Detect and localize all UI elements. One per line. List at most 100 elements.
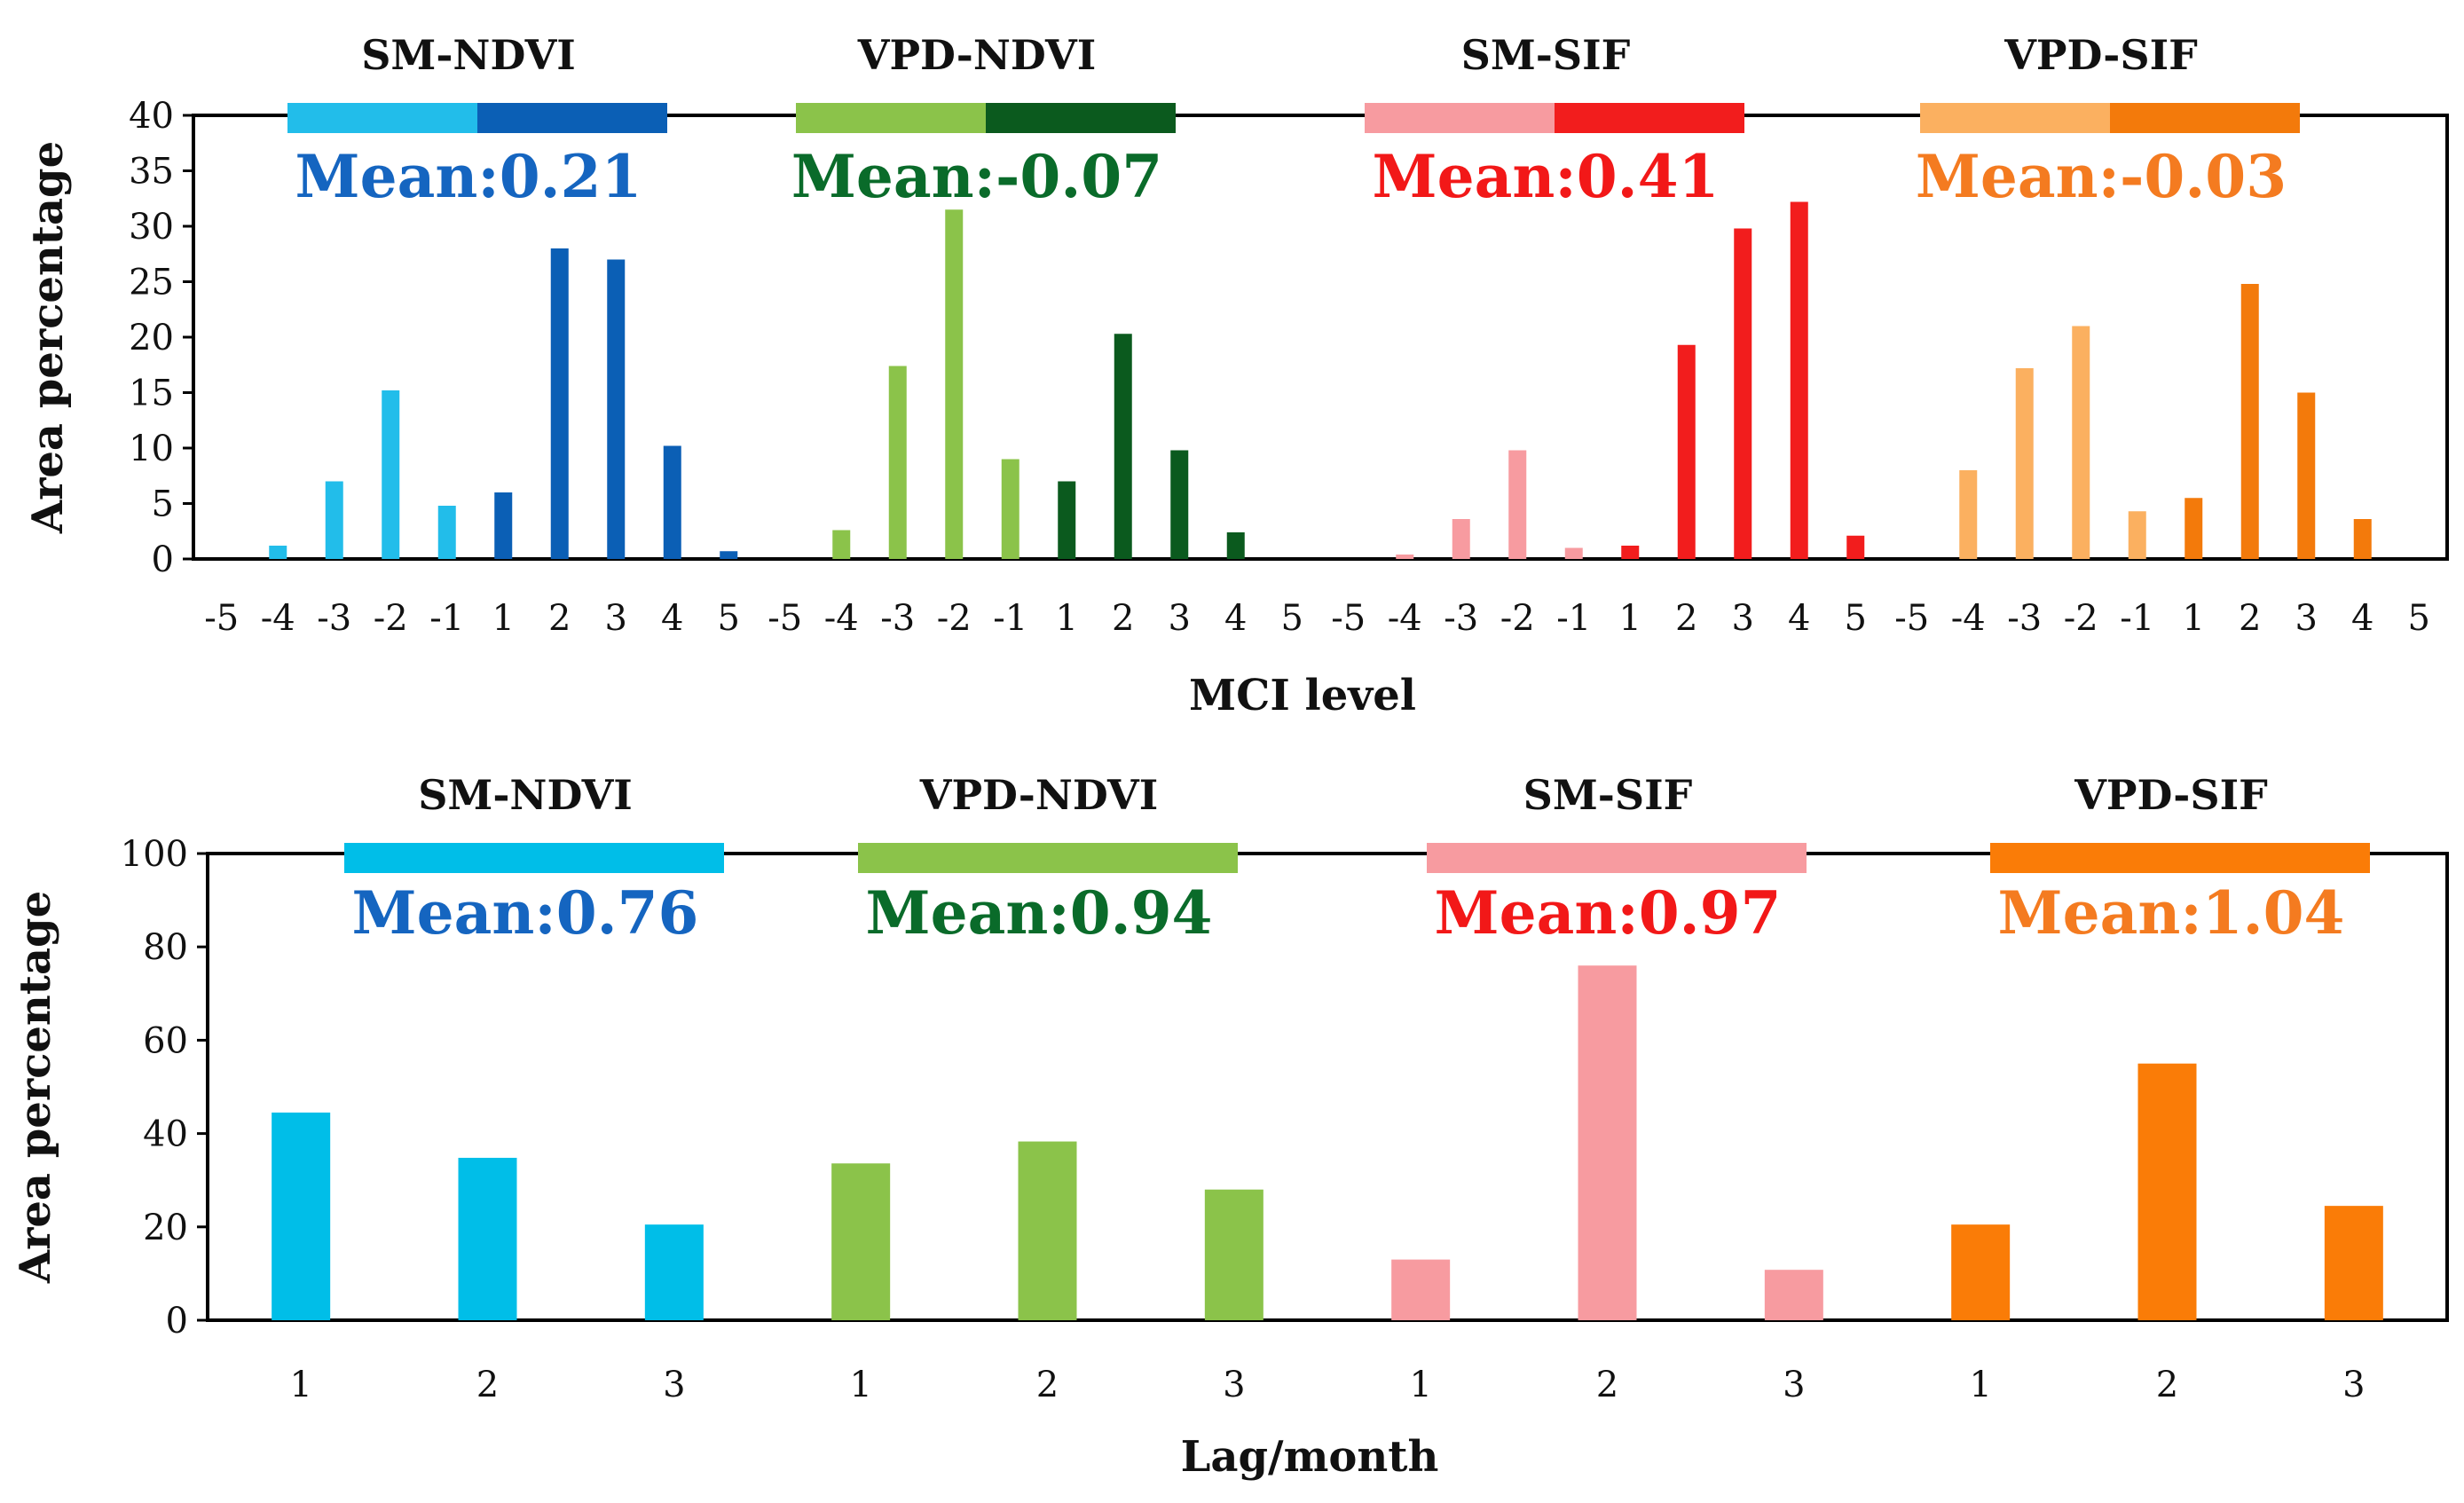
bar: [1677, 344, 1696, 559]
y-tick-label: 15: [129, 374, 174, 414]
x-axis-label: Lag/month: [1181, 1432, 1439, 1482]
group-title: SM-NDVI: [361, 31, 576, 79]
bar: [494, 492, 513, 559]
x-tick-label: -5: [768, 598, 802, 639]
legend-strip: [1990, 843, 2370, 873]
legend-strip-negative: [1365, 103, 1555, 133]
plot-frame: [206, 852, 2449, 1322]
x-tick-label: -3: [2007, 598, 2042, 639]
mean-label: Mean:1.04: [1998, 878, 2345, 948]
x-tick-label: -5: [1331, 598, 1366, 639]
legend-strip-positive: [2110, 103, 2300, 133]
x-tick-label: 1: [1619, 598, 1641, 639]
x-tick-label: 5: [2408, 598, 2430, 639]
group-title: SM-SIF: [1461, 31, 1631, 79]
bar: [2137, 1063, 2197, 1320]
y-tick-label: 80: [143, 927, 188, 968]
y-tick-label: 40: [129, 96, 174, 137]
bar: [437, 506, 456, 559]
bar: [720, 551, 738, 559]
mean-label: Mean:0.97: [1435, 878, 1782, 948]
x-tick-label: -2: [2064, 598, 2098, 639]
bar: [663, 445, 681, 559]
x-tick-label: 1: [1409, 1365, 1431, 1405]
x-tick-label: 1: [492, 598, 515, 639]
bar: [2072, 326, 2090, 559]
bar: [382, 390, 400, 559]
bar: [1396, 555, 1414, 559]
bar: [1564, 547, 1583, 559]
x-tick-label: 1: [849, 1365, 871, 1405]
bar: [1204, 1189, 1263, 1320]
bar: [550, 248, 569, 559]
x-tick-label: 5: [718, 598, 740, 639]
bar: [1058, 481, 1076, 559]
group-title: SM-SIF: [1523, 771, 1693, 819]
x-tick-label: -4: [824, 598, 859, 639]
bar: [831, 1163, 891, 1320]
x-tick-label: -4: [1951, 598, 1986, 639]
x-tick-label: 5: [1845, 598, 1867, 639]
y-tick-label: 40: [143, 1114, 188, 1155]
bar: [1001, 459, 1019, 559]
x-tick-label: 3: [1169, 598, 1191, 639]
legend-strip: [1427, 843, 1807, 873]
y-axis-label: Area percentage: [11, 891, 60, 1284]
bar: [1734, 228, 1752, 559]
mean-label: Mean:-0.07: [791, 142, 1162, 211]
legend-strip-positive: [477, 103, 667, 133]
x-tick-label: 2: [1596, 1365, 1618, 1405]
x-tick-label: 1: [2183, 598, 2205, 639]
x-tick-label: -4: [1388, 598, 1422, 639]
bar: [325, 481, 343, 559]
x-tick-label: 3: [2342, 1365, 2365, 1405]
y-axis-label: Area percentage: [23, 141, 73, 534]
x-tick-label: 2: [1675, 598, 1697, 639]
mean-label: Mean:0.41: [1373, 142, 1720, 211]
bar: [1018, 1141, 1077, 1320]
bar: [945, 209, 964, 559]
mean-label: Mean:0.94: [866, 878, 1213, 948]
x-tick-label: -5: [1894, 598, 1929, 639]
legend-strip-positive: [1555, 103, 1744, 133]
legend-strip: [344, 843, 724, 873]
x-tick-label: 3: [1783, 1365, 1805, 1405]
bar: [644, 1224, 704, 1320]
x-tick-label: 2: [476, 1365, 499, 1405]
x-tick-label: -5: [204, 598, 239, 639]
bar: [1621, 546, 1640, 559]
y-tick-label: 0: [166, 1301, 188, 1342]
bar: [2324, 1206, 2383, 1320]
bar: [607, 259, 626, 559]
bar: [1790, 201, 1808, 559]
x-tick-label: 4: [1788, 598, 1810, 639]
bar: [832, 530, 851, 559]
x-tick-label: -2: [374, 598, 408, 639]
x-tick-label: 2: [2239, 598, 2261, 639]
bar: [1508, 450, 1527, 559]
mean-label: Mean:-0.03: [1916, 142, 2287, 211]
bar: [1764, 1270, 1823, 1320]
bar: [1452, 519, 1470, 559]
x-tick-label: 3: [2295, 598, 2318, 639]
x-tick-label: 1: [1056, 598, 1078, 639]
group-title: VPD-SIF: [2003, 31, 2198, 79]
group-title: SM-NDVI: [418, 771, 633, 819]
mean-label: Mean:0.21: [295, 142, 642, 211]
x-tick-label: -3: [880, 598, 915, 639]
bar: [2015, 368, 2034, 559]
y-tick-label: 20: [143, 1208, 188, 1248]
legend-strip-positive: [986, 103, 1176, 133]
y-tick-label: 5: [152, 484, 174, 525]
bar: [458, 1157, 517, 1320]
x-tick-label: 3: [605, 598, 627, 639]
group-title: VPD-NDVI: [919, 771, 1158, 819]
x-tick-label: 2: [1112, 598, 1134, 639]
x-tick-label: 1: [1969, 1365, 1991, 1405]
x-axis-label: MCI level: [1189, 671, 1416, 720]
x-tick-label: -3: [317, 598, 351, 639]
x-tick-label: -1: [993, 598, 1027, 639]
x-tick-label: 5: [1281, 598, 1303, 639]
x-tick-label: 4: [661, 598, 683, 639]
